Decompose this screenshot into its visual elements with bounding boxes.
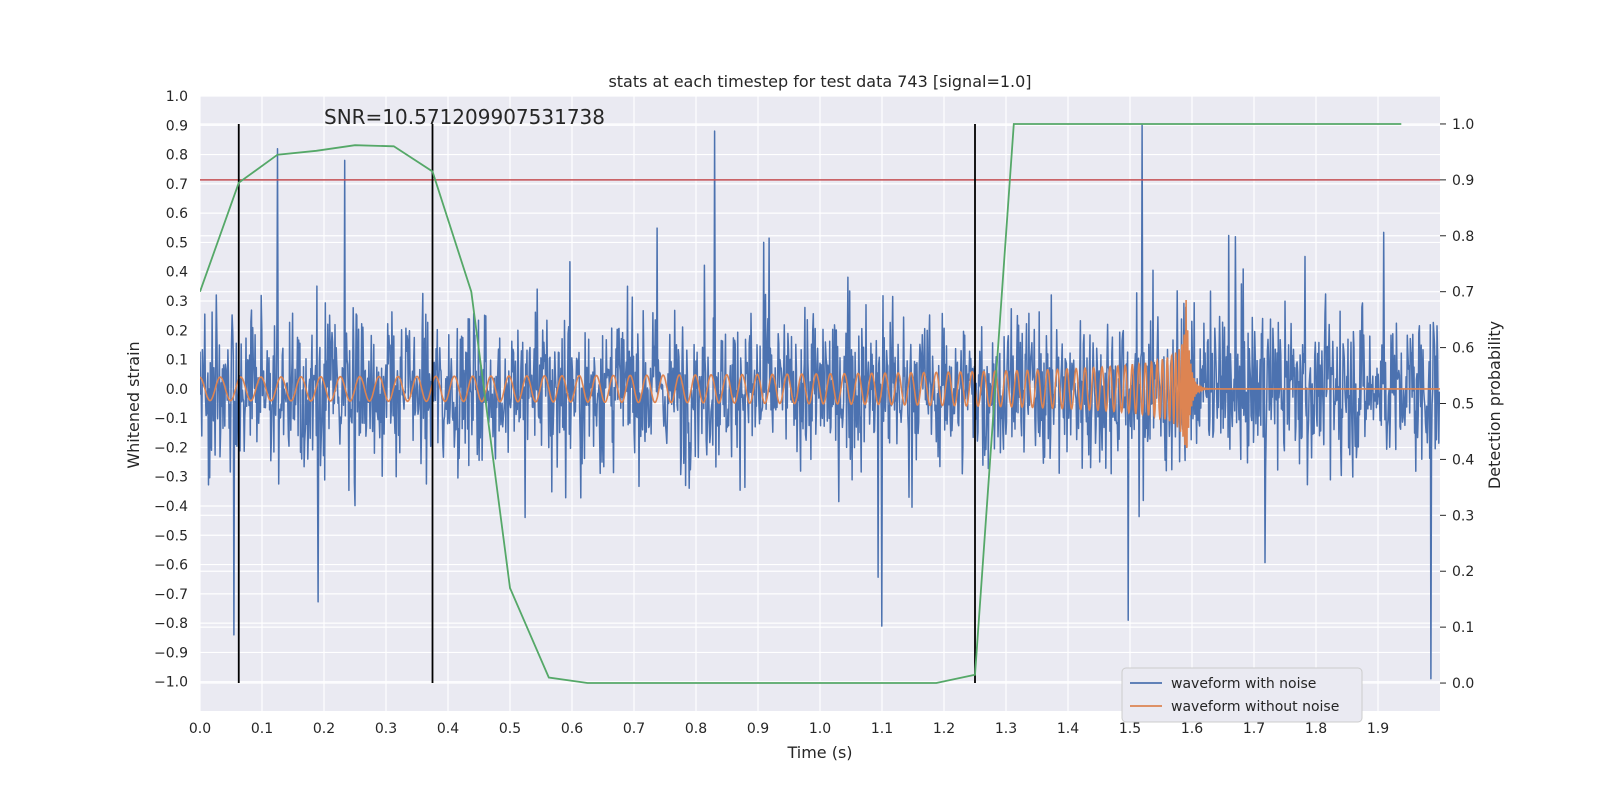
x-tick-label: 1.6: [1181, 721, 1203, 737]
grid: [199, 95, 1440, 711]
y-right-tick-label: 1.0: [1452, 117, 1474, 133]
y-right-tick-label: 0.6: [1452, 341, 1474, 357]
y-right-tick-label: 0.3: [1452, 508, 1474, 524]
x-tick-label: 0.3: [375, 721, 397, 737]
y-tick-label: 0.4: [166, 265, 188, 281]
y-tick-label: −0.9: [154, 645, 188, 661]
y-right-tick-label: 0.9: [1452, 173, 1474, 189]
ticks: 0.0 0.1 0.2 0.3 0.4 0.5 0.6 0.7 0.8 0.9 1.0 1.1 1.2 1…: [154, 89, 1474, 737]
y-tick-label: −1.0: [154, 675, 188, 691]
x-tick-label: 0.1: [251, 721, 273, 737]
legend-label-clean: waveform without noise: [1171, 699, 1339, 715]
snr-annotation: SNR=10.571209907531738: [324, 105, 605, 129]
x-tick-label: 0.0: [189, 721, 211, 737]
plot-area: [200, 123, 1440, 684]
legend-label-noise: waveform with noise: [1171, 676, 1316, 692]
x-tick-label: 0.4: [437, 721, 459, 737]
y-tick-label: −0.3: [154, 470, 188, 486]
x-tick-label: 1.4: [1057, 721, 1079, 737]
x-tick-label: 1.1: [871, 721, 893, 737]
legend-box: [1121, 667, 1363, 723]
y-tick-label: −0.1: [154, 411, 188, 427]
y-right-tick-label: 0.1: [1452, 620, 1474, 636]
y-tick-label: −0.7: [154, 587, 188, 603]
x-tick-label: 1.8: [1305, 721, 1327, 737]
x-tick-label: 0.8: [685, 721, 707, 737]
y-tick-label: 0.5: [166, 235, 188, 251]
x-tick-label: 1.5: [1119, 721, 1141, 737]
y-right-tick-label: 0.8: [1452, 229, 1474, 245]
y-tick-label: 0.2: [166, 323, 188, 339]
x-tick-label: 0.7: [623, 721, 645, 737]
y-tick-label: 0.6: [166, 206, 188, 222]
y-right-tick-label: 0.7: [1452, 285, 1474, 301]
x-tick-label: 1.7: [1243, 721, 1265, 737]
y-tick-label: −0.5: [154, 528, 188, 544]
y-tick-label: 0.3: [166, 294, 188, 310]
y-tick-label: 0.8: [166, 148, 188, 164]
noisy-waveform-line: [200, 124, 1440, 680]
y-axis-right-label: Detection probability: [1485, 321, 1504, 489]
x-tick-label: 0.9: [747, 721, 769, 737]
chart-title: stats at each timestep for test data 743…: [608, 72, 1031, 91]
x-axis-label: Time (s): [786, 743, 852, 762]
probability-line: [200, 123, 1402, 684]
y-tick-label: −0.2: [154, 440, 188, 456]
y-right-tick-label: 0.2: [1452, 564, 1474, 580]
x-tick-label: 1.0: [809, 721, 831, 737]
y-tick-label: 0.0: [166, 382, 188, 398]
y-right-tick-label: 0.5: [1452, 397, 1474, 413]
x-tick-label: 1.2: [933, 721, 955, 737]
clean-waveform-line: [200, 299, 1440, 449]
x-tick-label: 1.9: [1367, 721, 1389, 737]
y-tick-label: 0.7: [166, 177, 188, 193]
x-tick-label: 0.5: [499, 721, 521, 737]
y-tick-label: 1.0: [166, 89, 188, 105]
y-right-tick-label: 0.4: [1452, 452, 1474, 468]
y-tick-label: 0.1: [166, 353, 188, 369]
y-tick-label: −0.4: [154, 499, 188, 515]
y-tick-label: 0.9: [166, 118, 188, 134]
y-right-tick-label: 0.0: [1452, 676, 1474, 692]
x-tick-label: 0.6: [561, 721, 583, 737]
y-tick-label: −0.8: [154, 616, 188, 632]
legend: waveform with noise waveform without noi…: [1121, 667, 1363, 723]
y-tick-label: −0.6: [154, 558, 188, 574]
x-tick-label: 1.3: [995, 721, 1017, 737]
x-tick-label: 0.2: [313, 721, 335, 737]
y-axis-label: Whitened strain: [124, 341, 143, 468]
